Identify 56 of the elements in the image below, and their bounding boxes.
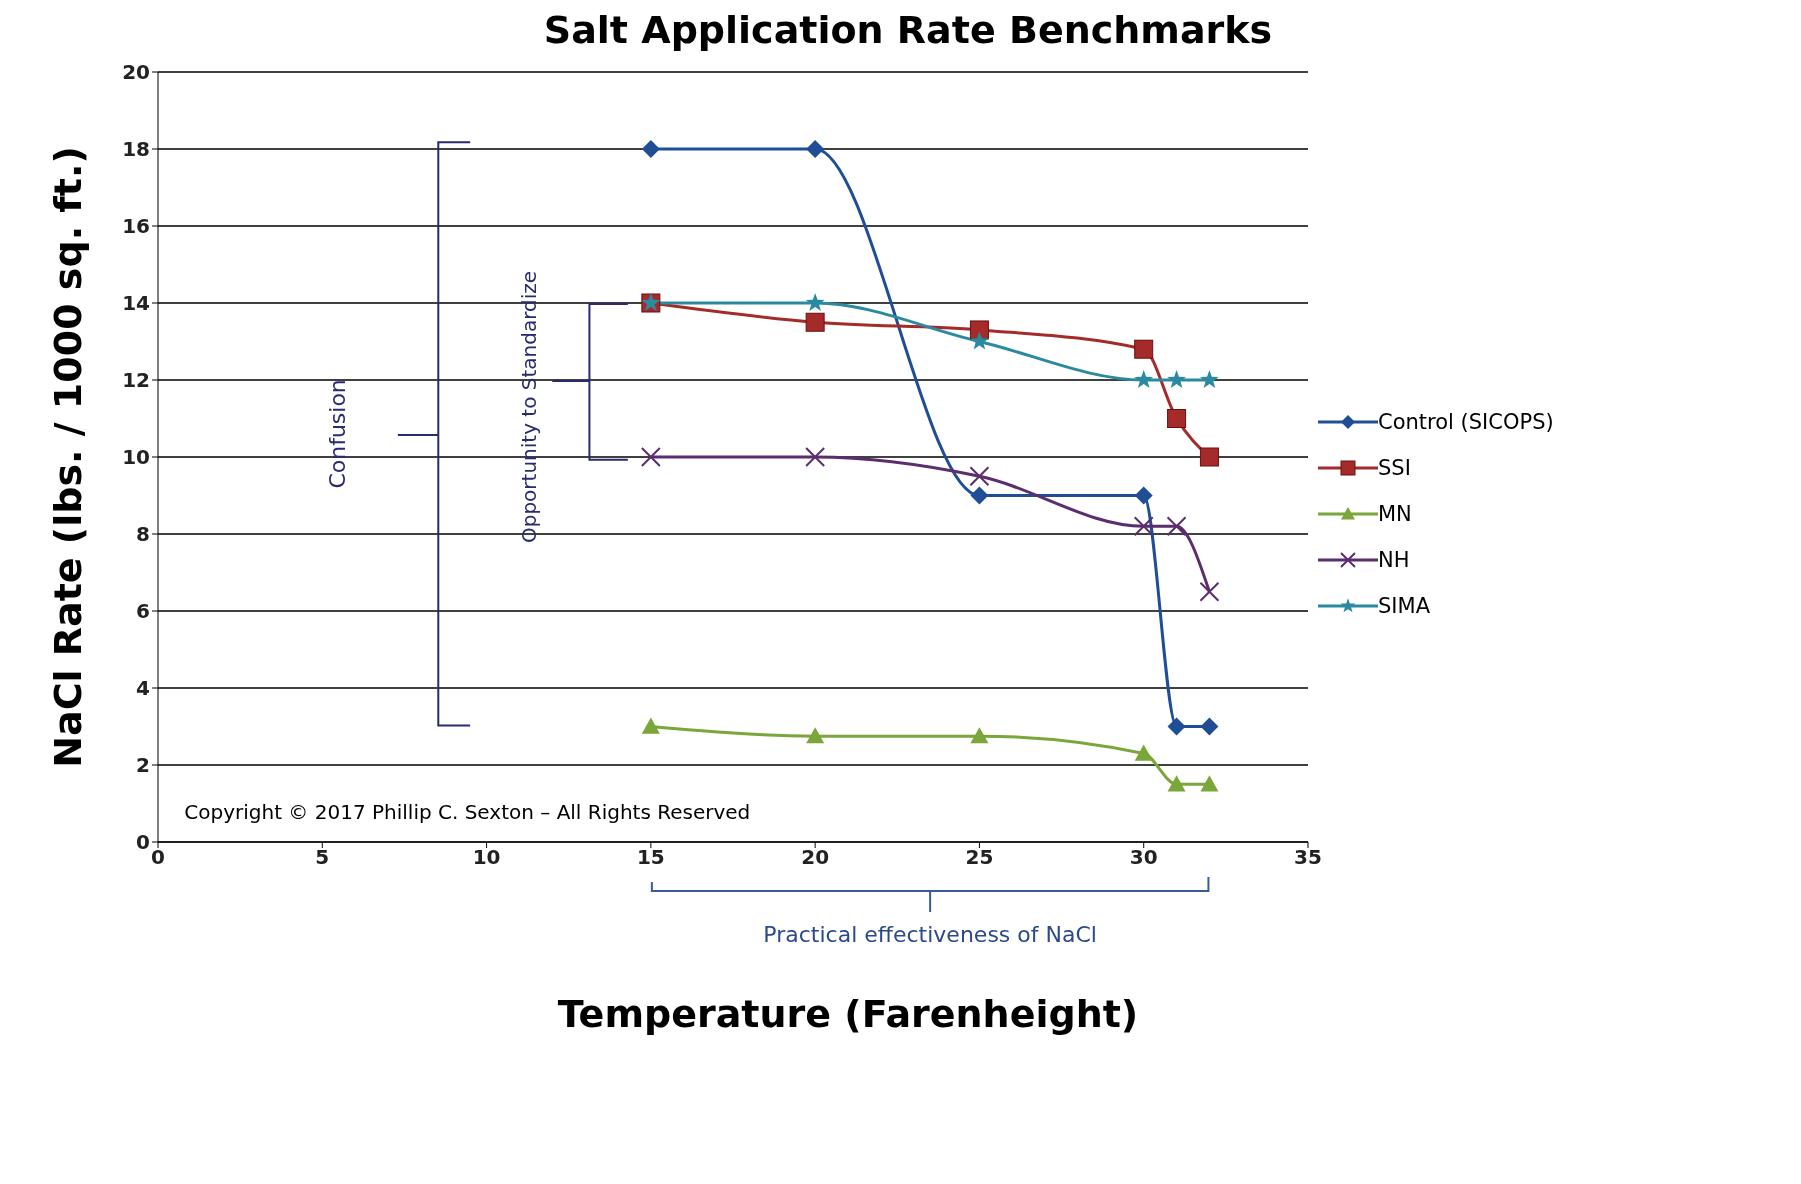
- point: [1166, 516, 1187, 537]
- annotation: Opportunity to Standardize: [516, 270, 541, 544]
- y-tick-label: 14: [122, 291, 150, 316]
- x-tick-label: 10: [472, 845, 501, 870]
- legend-label: Control (SICOPS): [1378, 409, 1554, 434]
- point: [970, 727, 989, 744]
- x-tick-label: 30: [1129, 845, 1158, 870]
- legend-label: SIMA: [1378, 593, 1431, 618]
- legend-label: SSI: [1378, 455, 1411, 480]
- annotation: Confusion: [325, 379, 351, 489]
- chart-title: Salt Application Rate Benchmarks: [542, 8, 1274, 52]
- x-tick-label: 5: [315, 845, 330, 870]
- point: [1200, 717, 1219, 736]
- annotation: Copyright © 2017 Phillip C. Sexton – All Rights Reserved: [184, 799, 751, 824]
- point: [1133, 516, 1154, 537]
- y-tick-label: 12: [122, 368, 150, 393]
- y-axis-title: NaCl Rate (lbs. / 1000 sq. ft.): [46, 146, 91, 768]
- point: [970, 486, 989, 505]
- y-tick-label: 2: [136, 753, 150, 778]
- x-tick-label: 15: [636, 845, 665, 870]
- point: [970, 331, 989, 350]
- y-tick-label: 4: [136, 676, 150, 701]
- point: [1199, 581, 1220, 602]
- point: [1200, 370, 1219, 389]
- y-tick-label: 10: [122, 445, 150, 470]
- y-tick-label: 6: [136, 599, 150, 624]
- point: [1200, 775, 1219, 792]
- point: [1167, 370, 1186, 389]
- point: [805, 293, 825, 312]
- y-tick-label: 16: [122, 214, 150, 239]
- y-tick-label: 20: [122, 60, 150, 85]
- point: [1167, 409, 1187, 428]
- x-tick-label: 35: [1294, 845, 1322, 870]
- point: [805, 312, 825, 332]
- point: [640, 447, 661, 467]
- point: [1167, 775, 1186, 792]
- point: [969, 466, 990, 487]
- point: [1199, 447, 1219, 467]
- y-tick-label: 18: [122, 137, 150, 162]
- point: [805, 447, 826, 467]
- point: [1134, 486, 1153, 505]
- x-tick-label: 25: [965, 845, 994, 870]
- x-tick-label: 20: [801, 845, 830, 870]
- point: [1167, 717, 1186, 736]
- text: Practical effectiveness of NaCl: [763, 922, 1097, 947]
- point: [641, 717, 660, 734]
- legend-label: NH: [1378, 547, 1410, 572]
- point: [1134, 370, 1154, 389]
- legend-label: MN: [1378, 501, 1412, 526]
- point: [641, 140, 660, 158]
- point: [1134, 339, 1154, 359]
- x-axis-title: Temperature (Farenheight): [556, 992, 1140, 1036]
- point: [806, 727, 825, 744]
- point: [806, 140, 825, 158]
- y-tick-label: 8: [136, 522, 150, 547]
- point: [1134, 744, 1153, 761]
